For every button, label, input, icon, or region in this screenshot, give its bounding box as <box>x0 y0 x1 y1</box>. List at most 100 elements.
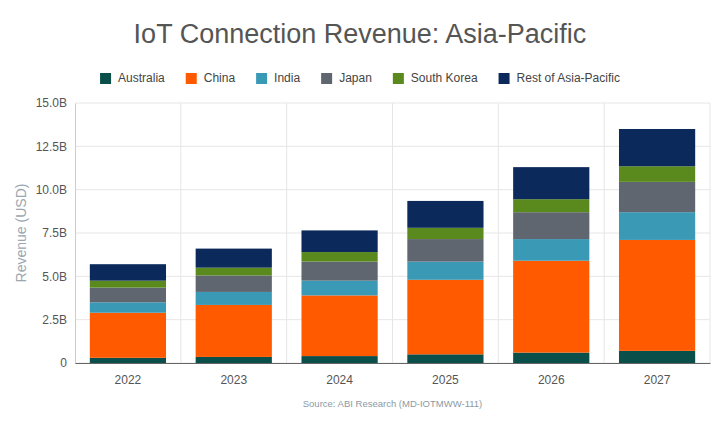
bar-segment <box>407 262 483 280</box>
axis-line <box>76 363 711 364</box>
bar-segment <box>407 354 483 363</box>
series <box>90 351 695 363</box>
category-divider <box>286 103 287 363</box>
tick: 15.0B <box>36 96 75 110</box>
legend-label: Rest of Asia-Pacific <box>517 71 620 85</box>
series <box>90 129 695 281</box>
chart: IoT Connection Revenue: Asia-Pacific 0 2.5… <box>0 0 720 440</box>
legend-item: China <box>186 71 236 85</box>
tick: 2027 <box>644 363 671 387</box>
tick-label: 12.5B <box>36 140 67 154</box>
x-axis: 2022 2023 2024 2025 2026 2027 <box>76 363 711 387</box>
legend-label: South Korea <box>411 71 478 85</box>
legend-item: South Korea <box>393 71 478 85</box>
bars <box>90 129 695 363</box>
bar-segment <box>513 167 589 199</box>
tick: 2025 <box>432 363 459 387</box>
bar-segment <box>90 302 166 312</box>
tick: 10.0B <box>36 183 75 197</box>
bar-segment <box>90 281 166 288</box>
bar-segment <box>90 264 166 280</box>
axis-line <box>75 104 76 364</box>
bar-segment <box>407 228 483 239</box>
bar-segment <box>407 280 483 355</box>
legend-swatch <box>321 73 332 84</box>
bar-segment <box>196 292 272 305</box>
y-axis-title: Revenue (USD) <box>13 184 29 283</box>
bar-segment <box>407 239 483 262</box>
tick-label: 0 <box>60 356 67 370</box>
legend-item: Rest of Asia-Pacific <box>499 71 620 85</box>
plot: 0 2.5B 5.0B 7.5B 10.0B 12.5B 15.0B 2022 2023 2024… <box>36 96 711 386</box>
tick: 2024 <box>326 363 353 387</box>
bar-segment <box>513 353 589 363</box>
series <box>90 182 695 302</box>
bar-segment <box>196 357 272 363</box>
tick: 2023 <box>220 363 247 387</box>
tick: 2.5B <box>42 313 75 327</box>
bar-segment <box>90 288 166 303</box>
y-axis: 0 2.5B 5.0B 7.5B 10.0B 12.5B 15.0B <box>36 96 76 370</box>
bar-segment <box>513 239 589 261</box>
legend: Australia China India Japan South Korea Rest … <box>100 71 620 85</box>
bar-segment <box>301 281 377 296</box>
bar-segment <box>301 230 377 252</box>
legend-swatch <box>100 73 111 84</box>
legend-item: Japan <box>321 71 372 85</box>
category-divider <box>498 103 499 363</box>
legend-item: Australia <box>100 71 165 85</box>
tick: 2026 <box>538 363 565 387</box>
legend-item: India <box>256 71 300 85</box>
series <box>90 166 695 287</box>
category-divider <box>710 103 711 363</box>
bar-segment <box>619 166 695 182</box>
grid <box>75 103 710 363</box>
tick-label: 2022 <box>115 373 142 387</box>
bar-segment <box>196 305 272 357</box>
tick-label: 2.5B <box>42 313 67 327</box>
legend-label: Japan <box>339 71 372 85</box>
tick-label: 2027 <box>644 373 671 387</box>
tick-label: 2026 <box>538 373 565 387</box>
bar-segment <box>196 275 272 291</box>
bar-segment <box>301 356 377 363</box>
bar-segment <box>619 351 695 363</box>
series <box>90 240 695 358</box>
tick-label: 5.0B <box>42 270 67 284</box>
tick-label: 10.0B <box>36 183 67 197</box>
legend-label: India <box>274 71 300 85</box>
bar-segment <box>301 262 377 281</box>
tick: 12.5B <box>36 140 75 154</box>
tick: 5.0B <box>42 270 75 284</box>
legend-label: China <box>204 71 236 85</box>
bar-segment <box>301 252 377 262</box>
category-divider <box>180 103 181 363</box>
legend-label: Australia <box>118 71 165 85</box>
tick-label: 2025 <box>432 373 459 387</box>
bar-segment <box>90 313 166 358</box>
tick-label: 15.0B <box>36 96 67 110</box>
bar-segment <box>619 182 695 212</box>
tick: 7.5B <box>42 226 75 240</box>
legend-swatch <box>256 73 267 84</box>
tick: 0 <box>60 356 75 370</box>
bar-segment <box>301 295 377 356</box>
bar-segment <box>90 358 166 363</box>
bar-segment <box>619 212 695 240</box>
legend-swatch <box>499 73 510 84</box>
legend-swatch <box>393 73 404 84</box>
series <box>90 212 695 313</box>
tick-label: 2024 <box>326 373 353 387</box>
category-divider <box>604 103 605 363</box>
legend-swatch <box>186 73 197 84</box>
title: IoT Connection Revenue: Asia-Pacific <box>134 19 587 49</box>
tick-label: 2023 <box>220 373 247 387</box>
bar-segment <box>196 268 272 276</box>
bar-segment <box>407 201 483 228</box>
bar-segment <box>513 212 589 239</box>
tick: 2022 <box>115 363 142 387</box>
bar-segment <box>619 240 695 351</box>
bar-segment <box>513 199 589 212</box>
source-note: Source: ABI Research (MD-IOTMWW-111) <box>303 398 482 409</box>
tick-label: 7.5B <box>42 226 67 240</box>
